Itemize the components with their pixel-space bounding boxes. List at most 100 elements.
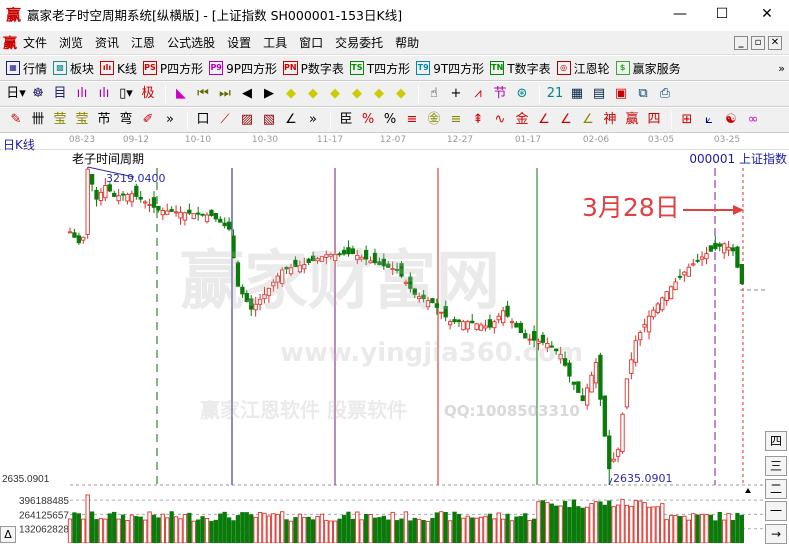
day-period-icon[interactable]: 日▾ bbox=[6, 86, 26, 101]
flag-icon[interactable]: ◣ bbox=[176, 86, 186, 101]
fib-icon[interactable]: 芇 bbox=[97, 112, 111, 127]
rocket-icon[interactable]: ⇞ bbox=[472, 112, 484, 127]
mdi-close-button[interactable]: ✕ bbox=[768, 36, 782, 50]
box-icon[interactable]: 口 bbox=[196, 112, 210, 127]
pattern-icon[interactable]: ☸ bbox=[32, 86, 44, 101]
crosshair-icon[interactable]: + bbox=[450, 86, 462, 101]
calculator-icon[interactable]: ▦ bbox=[570, 86, 584, 101]
pen-ruler-icon[interactable]: ✐ bbox=[142, 112, 154, 127]
line-icon[interactable]: ⩘ bbox=[474, 86, 482, 101]
menu-item-0[interactable]: 文件 bbox=[23, 36, 48, 50]
wave9-icon[interactable]: ılı bbox=[98, 86, 110, 101]
toolbar-button-4[interactable]: P9 9P四方形 bbox=[209, 60, 277, 77]
kline-chart[interactable]: 3219.0400 2635.0901 2635.0901 396188485 2641… bbox=[0, 150, 765, 543]
extreme-icon[interactable]: 极 bbox=[141, 86, 155, 101]
side-button-arrow[interactable]: → bbox=[765, 524, 787, 544]
section-icon[interactable]: 节 bbox=[493, 86, 507, 101]
expand-button[interactable]: Δ bbox=[0, 526, 16, 543]
infinity-icon[interactable]: ∞ bbox=[747, 112, 759, 127]
diamond-down-icon[interactable]: ◆ bbox=[396, 86, 406, 101]
f-fan-icon[interactable]: ∠ bbox=[560, 112, 572, 127]
four-fan-icon[interactable]: 四 bbox=[647, 112, 661, 127]
gold2-icon[interactable]: 莹 bbox=[75, 112, 89, 127]
percent-levels-icon[interactable]: ≡ bbox=[406, 112, 418, 127]
hand-icon[interactable]: ☝ bbox=[430, 86, 438, 101]
toolbar-button-10[interactable]: $ 赢家服务 bbox=[615, 60, 681, 77]
side-button-four[interactable]: 四 bbox=[765, 431, 787, 451]
candle-type-icon[interactable]: ▯▾ bbox=[119, 86, 133, 101]
gold1-icon[interactable]: 莹 bbox=[53, 112, 67, 127]
diamond-left-icon[interactable]: ◆ bbox=[286, 86, 296, 101]
wave3-icon[interactable]: ılı bbox=[76, 86, 88, 101]
minimize-button[interactable]: — bbox=[673, 6, 687, 22]
save-icon[interactable]: ▣ bbox=[614, 86, 628, 101]
close-button[interactable]: ✕ bbox=[761, 6, 773, 22]
mdi-minimize-button[interactable]: _ bbox=[734, 36, 748, 50]
diamond-up-icon[interactable]: ◆ bbox=[374, 86, 384, 101]
mdi-restore-button[interactable]: ▫ bbox=[751, 36, 765, 50]
toolbar-more-button[interactable]: » bbox=[776, 61, 785, 75]
left-icon[interactable]: ◀ bbox=[242, 86, 252, 101]
candle-body bbox=[76, 235, 81, 244]
god-fan-icon[interactable]: 神 bbox=[603, 112, 617, 127]
spiral-icon[interactable]: 弯 bbox=[119, 112, 133, 127]
diamond-right-icon[interactable]: ◆ bbox=[308, 86, 318, 101]
first-icon[interactable]: ⏮ bbox=[197, 86, 209, 101]
side-button-three[interactable]: 三 bbox=[765, 456, 787, 476]
square-fan-icon[interactable]: ▨ bbox=[240, 112, 254, 127]
side-button-two[interactable]: 二 bbox=[765, 479, 787, 499]
menu-item-8[interactable]: 交易委托 bbox=[335, 36, 384, 50]
gold-circle-icon[interactable]: ㊎ bbox=[427, 112, 441, 127]
chart-lines-icon[interactable]: ⟀ bbox=[705, 112, 713, 127]
network-icon[interactable]: ⧉ bbox=[638, 86, 648, 101]
percent-line-icon[interactable]: % bbox=[361, 112, 375, 127]
menu-item-6[interactable]: 工具 bbox=[263, 36, 288, 50]
right-icon[interactable]: ▶ bbox=[264, 86, 274, 101]
grid-lines-icon[interactable]: 卌 bbox=[31, 112, 45, 127]
j-fan-icon[interactable]: ∠ bbox=[538, 112, 550, 127]
toolbar-button-1[interactable]: ▩ 板块 bbox=[53, 60, 94, 77]
wave-icon[interactable]: ∿ bbox=[494, 112, 506, 127]
pen-icon[interactable]: ✎ bbox=[10, 112, 22, 127]
menu-item-7[interactable]: 窗口 bbox=[299, 36, 324, 50]
gold-box-icon[interactable]: 金 bbox=[515, 112, 529, 127]
menu-item-1[interactable]: 浏览 bbox=[59, 36, 84, 50]
fan-icon[interactable]: ⟋ bbox=[220, 112, 230, 127]
more2-icon[interactable]: » bbox=[309, 112, 317, 127]
menu-item-4[interactable]: 公式选股 bbox=[167, 36, 216, 50]
diamond-shrink-icon[interactable]: ◆ bbox=[352, 86, 362, 101]
more1-icon[interactable]: » bbox=[166, 112, 174, 127]
notes-icon[interactable]: ▤ bbox=[592, 86, 606, 101]
menu-item-9[interactable]: 帮助 bbox=[395, 36, 420, 50]
candle-body bbox=[434, 303, 440, 308]
toolbar-button-0[interactable]: ▦ 行情 bbox=[6, 60, 47, 77]
diamond-expand-icon[interactable]: ◆ bbox=[330, 86, 340, 101]
gold-levels-icon[interactable]: ≡ bbox=[450, 112, 462, 127]
calendar-icon[interactable]: 21 bbox=[546, 86, 564, 101]
menu-item-5[interactable]: 设置 bbox=[227, 36, 252, 50]
maximize-button[interactable]: ☐ bbox=[715, 6, 729, 22]
auto-icon[interactable]: 目 bbox=[53, 86, 67, 101]
toolbar-button-3[interactable]: PS P四方形 bbox=[142, 60, 203, 77]
candle-body bbox=[169, 209, 174, 212]
ruler-icon[interactable]: 臣 bbox=[339, 112, 353, 127]
square-fan2-icon[interactable]: ▧ bbox=[262, 112, 276, 127]
cycle-icon[interactable]: ⊛ bbox=[516, 86, 528, 101]
percent-icon[interactable]: % bbox=[383, 112, 397, 127]
win-fan-icon[interactable]: 赢 bbox=[625, 112, 639, 127]
menu-item-2[interactable]: 资讯 bbox=[95, 36, 120, 50]
gold-fan-icon[interactable]: ∠ bbox=[582, 112, 594, 127]
toolbar-button-7[interactable]: T9 9T四方形 bbox=[416, 60, 484, 77]
side-button-one[interactable]: 一 bbox=[765, 501, 787, 521]
last-icon[interactable]: ⏭ bbox=[219, 86, 231, 101]
grid-toggle-icon[interactable]: ⊞ bbox=[681, 112, 693, 127]
toolbar-button-8[interactable]: TN T数字表 bbox=[490, 60, 551, 77]
angle-icon[interactable]: ∠ bbox=[285, 112, 297, 127]
yin-yang-icon[interactable]: ☯ bbox=[725, 112, 737, 127]
toolbar-button-5[interactable]: PN P数字表 bbox=[283, 60, 344, 77]
toolbar-button-2[interactable]: ılı K线 bbox=[100, 60, 137, 77]
toolbar-button-6[interactable]: TS T四方形 bbox=[349, 60, 410, 77]
toolbar-button-9[interactable]: ◎ 江恩轮 bbox=[556, 60, 610, 77]
print-icon[interactable]: ⎙ bbox=[659, 86, 671, 101]
menu-item-3[interactable]: 江恩 bbox=[131, 36, 156, 50]
